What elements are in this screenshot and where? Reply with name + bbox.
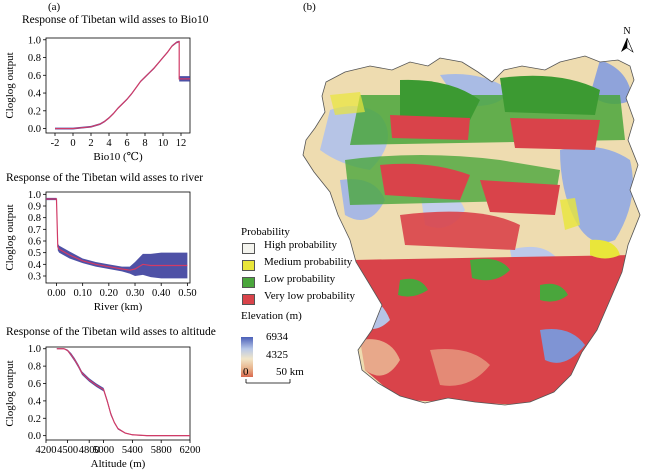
legend-item-medium: Medium probability [264, 256, 353, 268]
chart-2-xtick-label: 0.50 [178, 288, 196, 299]
legend-swatch-very-low [242, 294, 255, 305]
chart-2-xtick-label: 0.20 [100, 288, 118, 299]
chart-1-ytick-label: 1.0 [28, 35, 41, 46]
chart-3-frame [45, 346, 191, 441]
chart-1-xtick-label: 6 [124, 138, 129, 149]
chart-1-ytick-label: 0.2 [28, 106, 41, 117]
chart-2-ytick-label: 0.9 [28, 202, 41, 213]
chart-2-frame [45, 191, 191, 284]
chart-2-ytick-label: 1.0 [28, 190, 41, 201]
chart-1-frame [45, 37, 191, 134]
chart-2-xtick-label: 0.40 [152, 288, 170, 299]
chart-2-confidence-band [46, 197, 188, 279]
legend-elevation-high: 6934 [266, 331, 288, 343]
chart-1-ytick-label: 0.0 [28, 124, 41, 135]
chart-1-xtick-label: 8 [142, 138, 147, 149]
legend-elevation-low: 4325 [266, 349, 288, 361]
chart-1-xtick-label: 4 [106, 138, 112, 149]
scale-zero-label: 0 [243, 366, 249, 378]
chart-2-xlabel: River (km) [94, 301, 143, 313]
chart-1-xtick-label: 0 [70, 138, 75, 149]
chart-2-ytick-label: 0.4 [28, 260, 42, 271]
chart-3-xtick-label: 4500 [57, 445, 78, 456]
north-arrow-icon [621, 37, 634, 53]
chart-3-xtick-label: 5000 [93, 445, 114, 456]
chart-3-ytick-label: 0.4 [28, 396, 42, 407]
chart-2-ylabel: Cloglog output [4, 204, 16, 270]
legend-swatch-low [242, 277, 255, 288]
chart-3-xtick-label: 4200 [36, 445, 57, 456]
chart-2-xtick-label: 0.10 [73, 288, 91, 299]
legend-item-very-low: Very low probability [264, 290, 356, 302]
chart-3-title: Response of the Tibetan wild asses to al… [6, 326, 216, 338]
panel-label-b: (b) [303, 1, 316, 13]
legend-item-high: High probability [264, 239, 338, 251]
map-region [303, 56, 640, 405]
chart-3-xtick-label: 4800 [79, 445, 100, 456]
legend-elevation-title: Elevation (m) [241, 310, 302, 322]
chart-2-response-line [46, 198, 188, 271]
chart-2-ytick-label: 0.7 [28, 225, 41, 236]
chart-2-ytick-label: 0.3 [28, 272, 41, 283]
north-label: N [623, 26, 630, 37]
chart-1-xtick-label: 10 [158, 138, 169, 149]
chart-2-title: Response of the Tibetan wild asses to ri… [6, 172, 204, 184]
chart-1-xtick-label: -2 [51, 138, 60, 149]
legend-probability-title: Probability [241, 226, 290, 238]
chart-2-ytick-label: 0.6 [28, 237, 41, 248]
chart-3-xtick-label: 6200 [180, 445, 201, 456]
chart-3-xtick-label: 5800 [151, 445, 172, 456]
scale-distance-label: 50 km [276, 366, 304, 378]
chart-3-xtick-label: 5400 [122, 445, 143, 456]
chart-2-ytick-label: 0.5 [28, 248, 41, 259]
chart-1-confidence-band [55, 40, 190, 130]
chart-3-ylabel: Cloglog output [4, 360, 16, 426]
legend-swatch-medium [242, 260, 255, 271]
chart-1-ylabel: Cloglog output [4, 52, 16, 118]
legend-item-low: Low probability [264, 273, 336, 285]
elevation-colorbar [241, 337, 253, 377]
chart-3-confidence-band [56, 348, 190, 437]
chart-3-ytick-label: 0.2 [28, 414, 41, 425]
chart-1-ytick-label: 0.4 [28, 89, 42, 100]
chart-3-ytick-label: 0.6 [28, 379, 41, 390]
chart-3-ytick-label: 1.0 [28, 344, 41, 355]
chart-3-response-line [56, 348, 190, 437]
panel-label-a: (a) [48, 1, 61, 13]
chart-1-xtick-label: 12 [176, 138, 187, 149]
scale-bar [245, 379, 291, 384]
chart-2-xtick-label: 0.30 [126, 288, 144, 299]
chart-1-response-line [55, 40, 190, 130]
chart-3-ytick-label: 0.8 [28, 362, 41, 373]
chart-1-ytick-label: 0.8 [28, 53, 41, 64]
chart-2-xtick-label: 0.00 [47, 288, 65, 299]
chart-1-xtick-label: 2 [88, 138, 93, 149]
chart-1-title: Response of Tibetan wild asses to Bio10 [22, 14, 209, 26]
chart-1-ytick-label: 0.6 [28, 71, 41, 82]
region-outline [302, 55, 641, 406]
chart-3-xlabel: Altitude (m) [91, 458, 146, 470]
legend-swatch-high [242, 243, 255, 254]
chart-1-xlabel: Bio10 (℃) [93, 151, 143, 163]
chart-2-ytick-label: 0.8 [28, 213, 41, 224]
chart-3-ytick-label: 0.0 [28, 431, 41, 442]
